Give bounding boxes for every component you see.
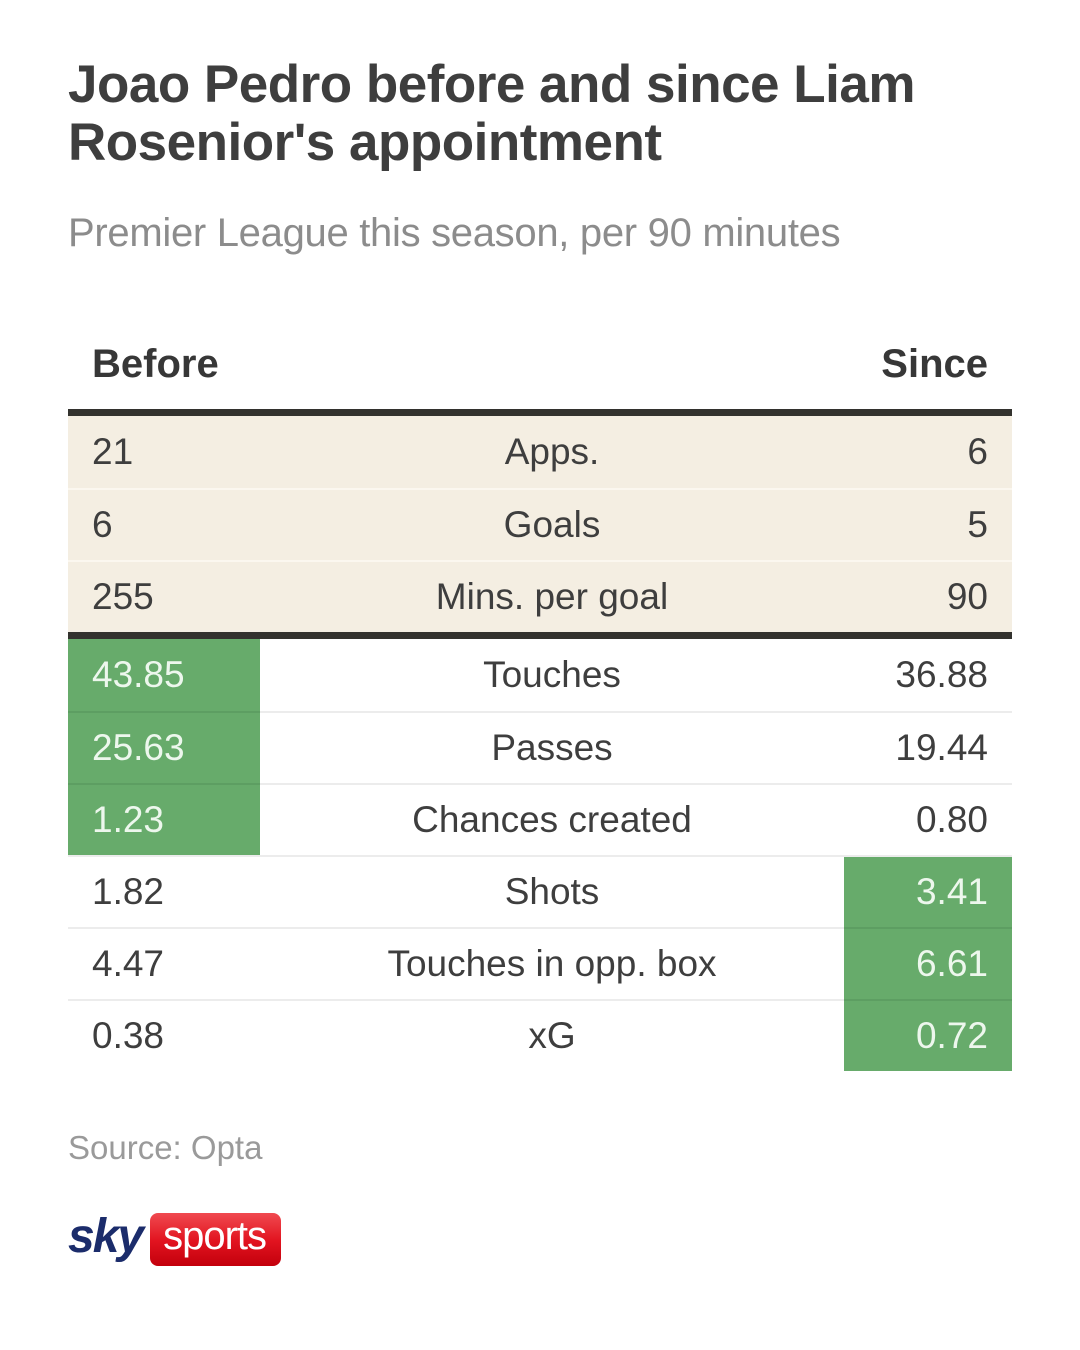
- stat-label: Touches: [260, 638, 844, 711]
- before-value: 0.38: [68, 998, 260, 1071]
- since-value: 5: [844, 487, 1012, 560]
- stat-label: xG: [260, 998, 844, 1071]
- since-value: 0.80: [844, 782, 1012, 855]
- stat-label: Touches in opp. box: [260, 926, 844, 999]
- table-header-row: Before Since: [68, 342, 1012, 387]
- sports-logo-badge: sports: [150, 1213, 282, 1267]
- column-header-since: Since: [881, 341, 988, 386]
- table-section: 21 Apps. 6 6 Goals 5 255 Mins. per goal 90: [68, 415, 1012, 632]
- since-value: 90: [844, 559, 1012, 632]
- table-section: 43.85 Touches 36.88 25.63 Passes 19.44 1.23 Cha…: [68, 638, 1012, 1071]
- table-body: 21 Apps. 6 6 Goals 5 255 Mins. per goal 90 43.85 T…: [68, 408, 1012, 1071]
- since-value: 36.88: [844, 638, 1012, 711]
- table-row: 0.38 xG 0.72: [68, 998, 1012, 1071]
- section-divider: [68, 408, 1012, 416]
- before-value: 25.63: [68, 710, 260, 783]
- stats-table: Before Since 21 Apps. 6 6 Goals 5 255 Mins. per…: [68, 342, 1012, 1071]
- stat-label: Passes: [260, 710, 844, 783]
- column-header-before: Before: [92, 341, 219, 386]
- table-row: 1.23 Chances created 0.80: [68, 782, 1012, 855]
- sky-logo-text: sky: [68, 1209, 144, 1263]
- page-subtitle: Premier League this season, per 90 minut…: [68, 210, 841, 255]
- before-value: 21: [68, 415, 260, 488]
- source-credit: Source: Opta: [68, 1128, 263, 1166]
- table-row: 21 Apps. 6: [68, 415, 1012, 488]
- table-row: 1.82 Shots 3.41: [68, 854, 1012, 927]
- since-value: 6: [844, 415, 1012, 488]
- before-value: 43.85: [68, 638, 260, 711]
- page-title: Joao Pedro before and since Liam Rosenio…: [68, 0, 1012, 173]
- sky-sports-logo: sky sports: [68, 1209, 1012, 1267]
- since-value: 0.72: [844, 998, 1012, 1071]
- table-row: 4.47 Touches in opp. box 6.61: [68, 926, 1012, 999]
- stat-label: Apps.: [260, 415, 844, 488]
- table-row: 255 Mins. per goal 90: [68, 559, 1012, 632]
- before-value: 255: [68, 559, 260, 632]
- stat-label: Goals: [260, 487, 844, 560]
- before-value: 1.23: [68, 782, 260, 855]
- before-value: 4.47: [68, 926, 260, 999]
- table-row: 6 Goals 5: [68, 487, 1012, 560]
- section-divider: [68, 631, 1012, 639]
- stat-label: Mins. per goal: [260, 559, 844, 632]
- table-row: 43.85 Touches 36.88: [68, 638, 1012, 711]
- stat-label: Shots: [260, 854, 844, 927]
- since-value: 6.61: [844, 926, 1012, 999]
- page-title-line-2: Rosenior's appointment: [68, 113, 662, 173]
- page-title-line-1: Joao Pedro before and since Liam: [68, 55, 915, 114]
- since-value: 19.44: [844, 710, 1012, 783]
- before-value: 6: [68, 487, 260, 560]
- table-row: 25.63 Passes 19.44: [68, 710, 1012, 783]
- before-value: 1.82: [68, 854, 260, 927]
- since-value: 3.41: [844, 854, 1012, 927]
- stat-label: Chances created: [260, 782, 844, 855]
